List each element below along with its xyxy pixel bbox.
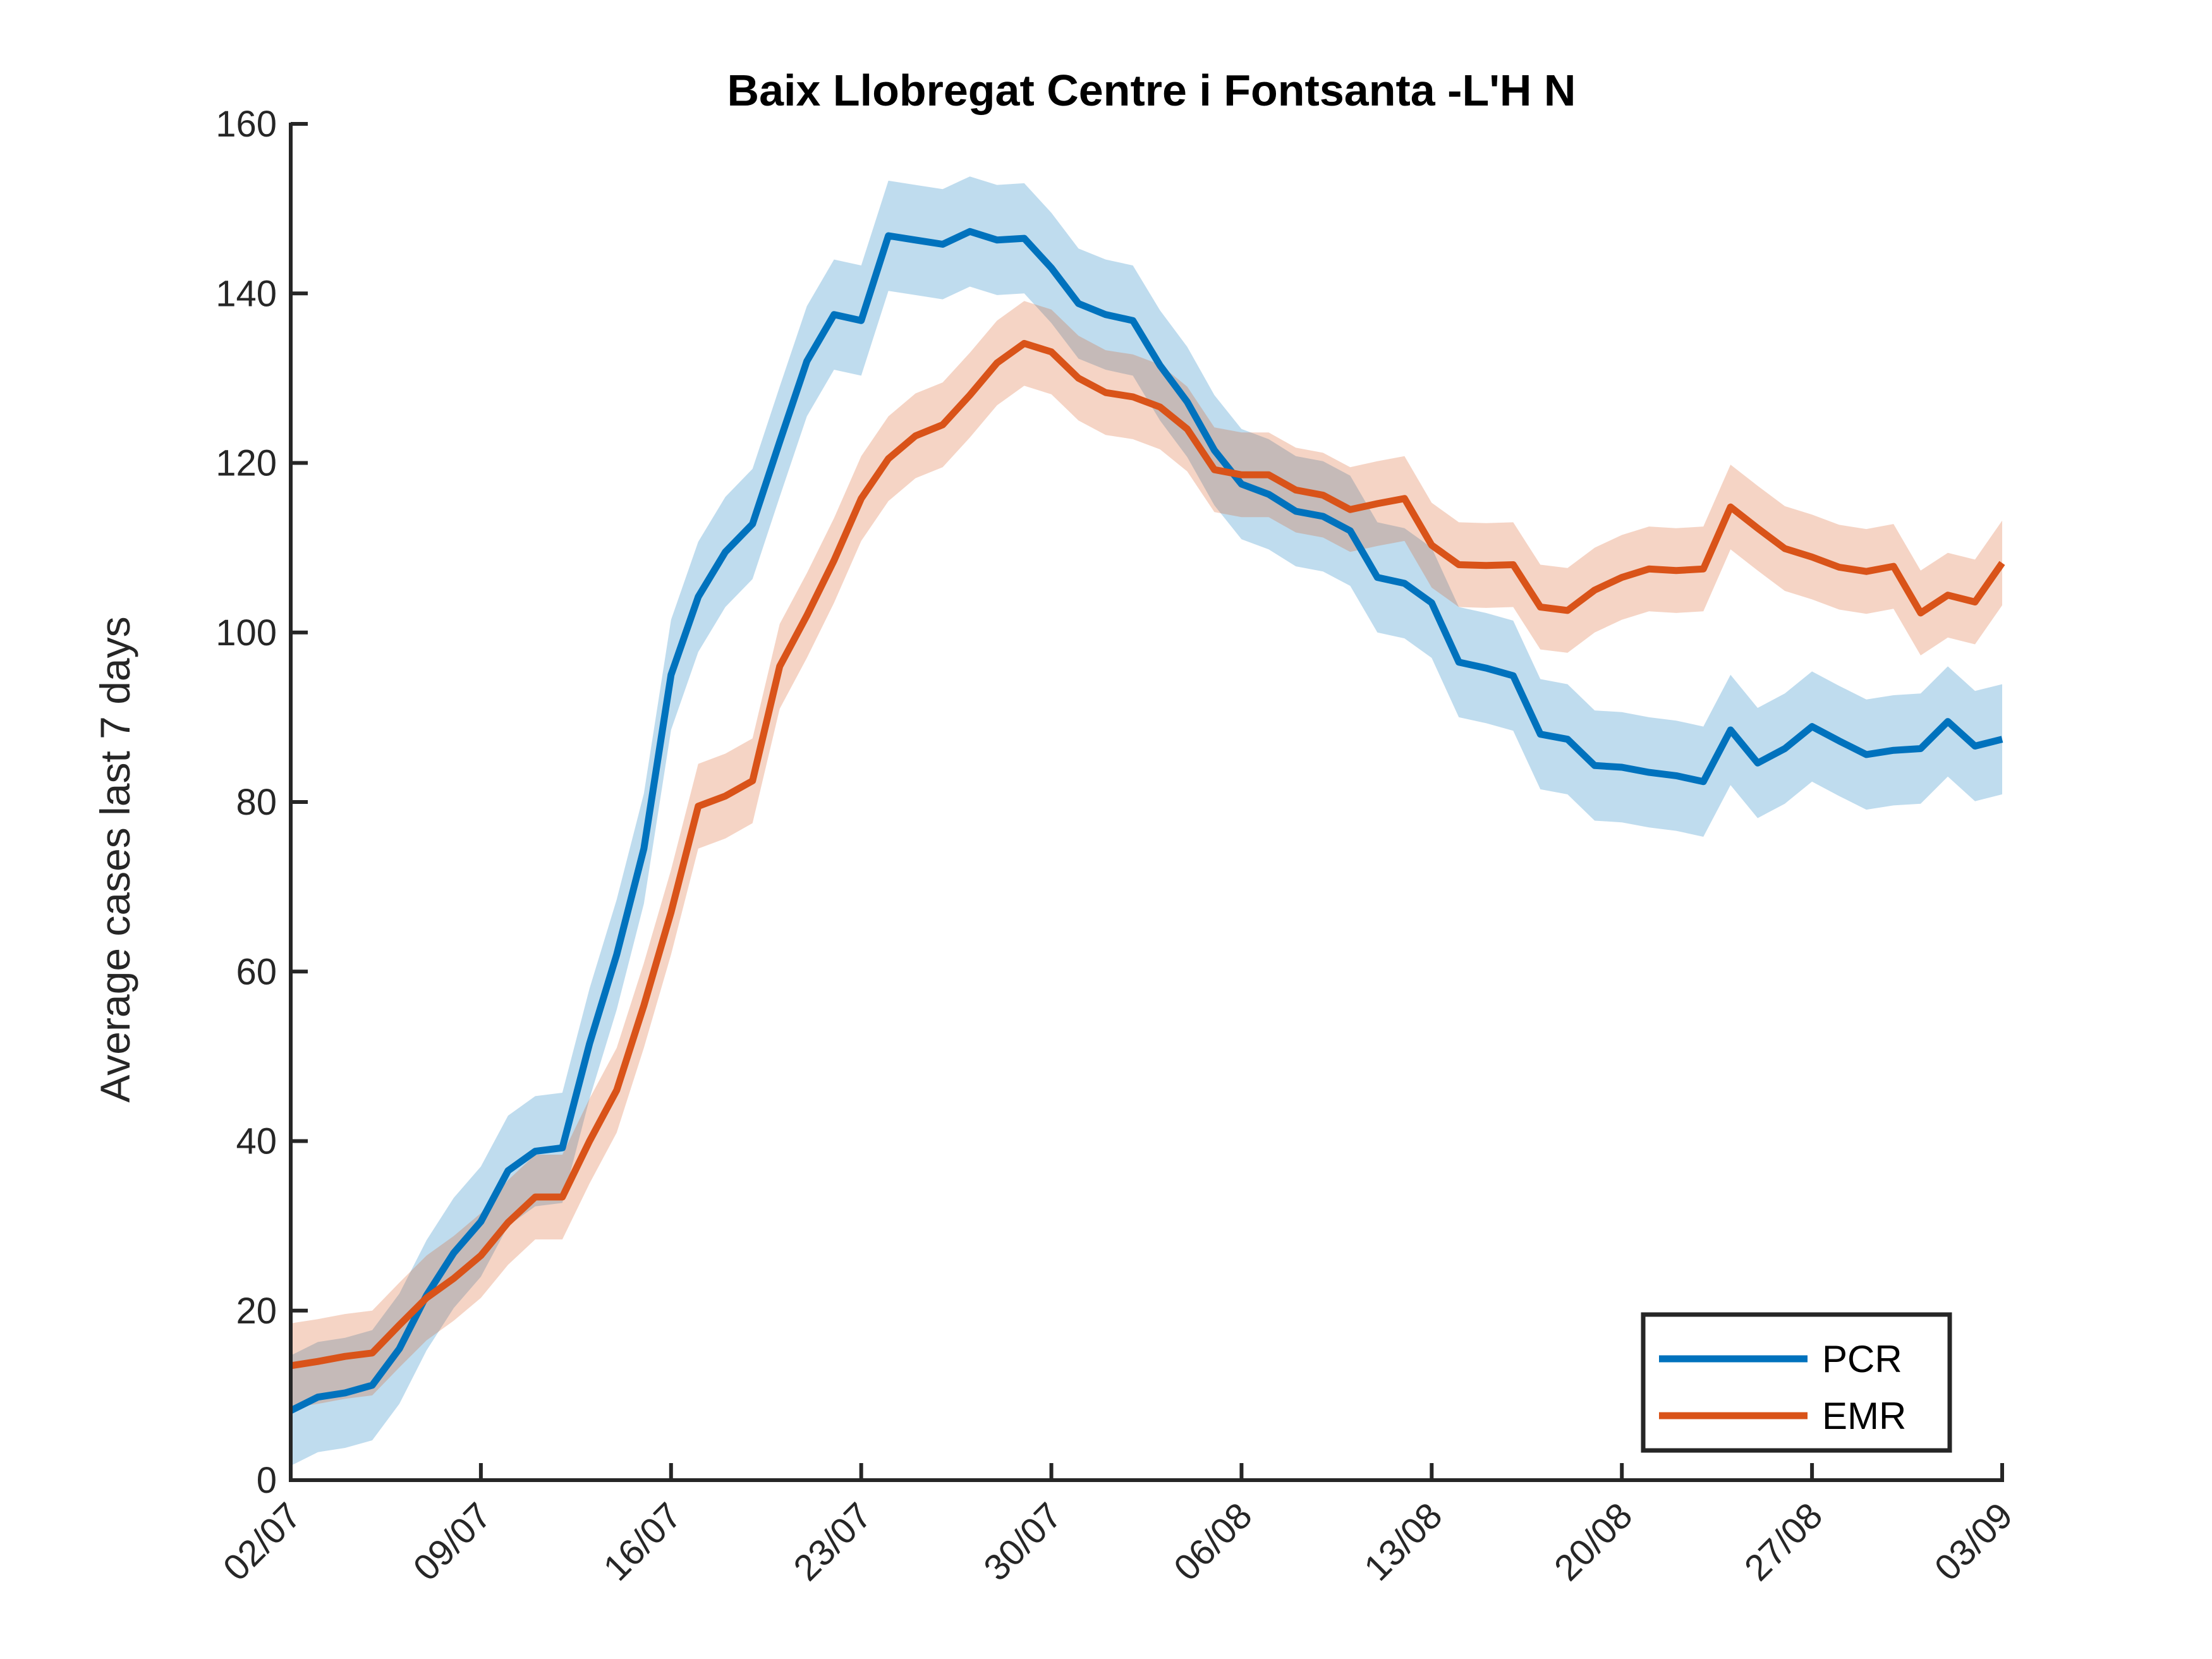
- series-line-pcr: [289, 228, 2003, 1414]
- legend: PCR EMR: [1641, 1312, 1952, 1453]
- y-tick-label: 40: [236, 1121, 277, 1162]
- series-band-emr: [291, 301, 2002, 1408]
- y-tick-label: 80: [236, 782, 277, 823]
- series-band-pcr: [291, 176, 2002, 1466]
- y-tick-label: 140: [216, 273, 277, 314]
- chart-title: Baix Llobregat Centre i Fontsanta -L'H N: [727, 66, 1576, 115]
- series-line-emr: [290, 339, 2005, 1370]
- legend-label-emr: EMR: [1822, 1395, 1906, 1437]
- legend-label-pcr: PCR: [1822, 1338, 1902, 1380]
- series-lines: [289, 228, 2005, 1414]
- y-tick-label: 20: [236, 1291, 277, 1332]
- y-axis-label: Average cases last 7 days: [92, 616, 138, 1102]
- y-tick-label: 0: [257, 1460, 277, 1501]
- y-tick-label: 60: [236, 951, 277, 992]
- y-tick-label: 100: [216, 612, 277, 653]
- confidence-bands: [291, 176, 2002, 1466]
- y-tick-label: 120: [216, 443, 277, 484]
- y-tick-label: 160: [216, 104, 277, 145]
- legend-box: [1641, 1312, 1952, 1453]
